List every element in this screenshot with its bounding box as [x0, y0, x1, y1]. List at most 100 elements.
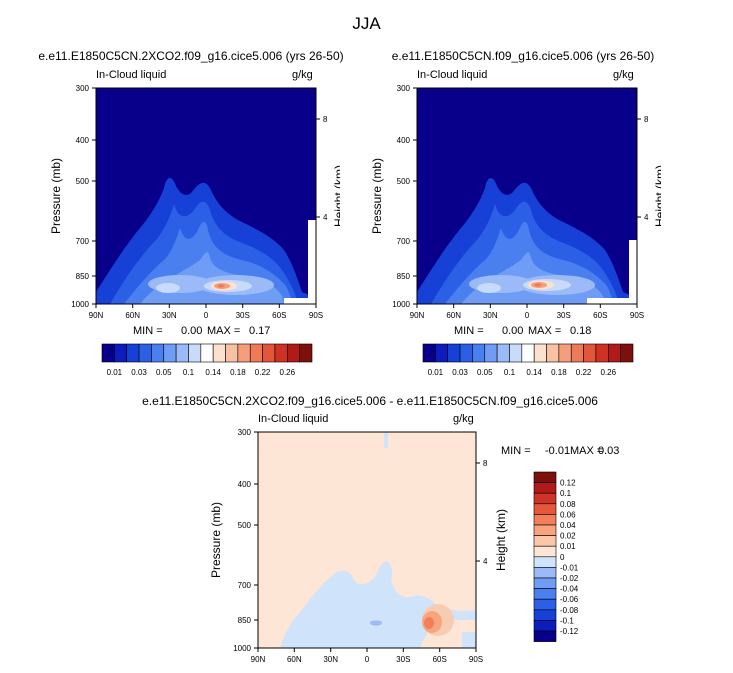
panel-left-axes: 90N 60N 30N 0 30S 60S 90S 1000 850 700 5…	[49, 84, 340, 320]
figure-title: JJA	[352, 14, 381, 33]
panel-diff-max-value: 0.03	[598, 445, 620, 457]
colorbar-swatch	[533, 556, 557, 568]
x-tick-label: 60S	[433, 655, 447, 664]
y-tick-label: 400	[76, 136, 90, 145]
colorbar-label: -0.01	[560, 563, 579, 572]
x-tick-label: 60N	[287, 655, 302, 664]
y-tick-label: 850	[238, 616, 252, 625]
colorbar-swatch	[546, 343, 560, 363]
panel-left-units: g/kg	[292, 69, 313, 81]
x-tick-label: 90N	[89, 311, 104, 320]
colorbar-label: 0.12	[560, 479, 576, 488]
x-tick-label: 60N	[446, 311, 461, 320]
y-tick-label: 300	[238, 428, 252, 437]
x-tick-label: 30S	[396, 655, 410, 664]
panel-diff-min-label: MIN =	[501, 445, 531, 457]
colorbar-swatch	[484, 343, 498, 363]
colorbar-swatch	[533, 535, 557, 547]
colorbar-swatch	[533, 598, 557, 611]
panel-diff-min-value: -0.01	[545, 445, 571, 457]
panel-left-field	[96, 88, 316, 304]
colorbar-label: -0.1	[560, 616, 574, 625]
y-tick-label: 1000	[392, 300, 410, 309]
y-tick-label: 300	[397, 84, 411, 93]
panel-left-max-label: MAX =	[207, 325, 241, 337]
colorbar-swatch	[472, 343, 486, 363]
y2-tick-label: 8	[644, 115, 649, 124]
x-tick-label: 30N	[483, 311, 498, 320]
colorbar-swatch	[200, 343, 214, 363]
colorbar-swatch	[533, 482, 557, 494]
panel-right-min-value: 0.00	[502, 325, 524, 337]
x-tick-label: 60N	[125, 311, 140, 320]
colorbar-swatch	[620, 343, 634, 363]
colorbar-label: 0.04	[560, 521, 576, 530]
y-tick-label: 850	[76, 272, 90, 281]
panel-right-units: g/kg	[613, 69, 634, 81]
colorbar-label: 0.26	[280, 368, 296, 377]
colorbar-label: 0.1	[560, 489, 572, 498]
panel-right-left-string: In-Cloud liquid	[417, 69, 488, 81]
panel-diff-left-string: In-Cloud liquid	[258, 413, 329, 425]
colorbar-label: 0.14	[205, 368, 221, 377]
colorbar-swatch	[533, 609, 557, 621]
colorbar-label: 0.01	[560, 542, 576, 551]
panel-left-min-value: 0.00	[181, 325, 203, 337]
panel-diff-colorbar: 0.120.1 0.080.06 0.04 0.020.01 0-0.01 -0.02 -0…	[533, 471, 579, 642]
panel-left-left-string: In-Cloud liquid	[96, 69, 167, 81]
colorbar-swatch	[212, 343, 226, 363]
y-tick-label: 300	[76, 84, 90, 93]
colorbar-swatch	[533, 630, 557, 642]
x-tick-label: 30S	[557, 311, 571, 320]
colorbar-swatch	[496, 343, 510, 363]
colorbar-swatch	[151, 343, 165, 363]
panel-right-field	[417, 88, 637, 304]
y-tick-label: 1000	[71, 300, 89, 309]
colorbar-swatch	[422, 343, 436, 363]
panel-diff-field	[258, 432, 476, 648]
y-tick-label: 700	[238, 581, 252, 590]
colorbar-swatch	[163, 343, 177, 363]
panel-right-colorbar: 0.01 0.03 0.05 0.1 0.14 0.18 0.22 0.26	[422, 343, 634, 377]
panel-right-title: e.e11.E1850C5CN.f09_g16.cice5.006 (yrs 2…	[391, 49, 655, 63]
colorbar-swatch	[138, 343, 152, 363]
colorbar-swatch	[558, 343, 572, 363]
colorbar-swatch	[570, 343, 584, 363]
y2-axis-title: Height (km)	[653, 165, 661, 227]
panel-right-min-label: MIN =	[454, 325, 484, 337]
colorbar-label: -0.06	[560, 595, 579, 604]
colorbar-label: 0.18	[230, 368, 246, 377]
x-tick-label: 30N	[323, 655, 338, 664]
colorbar-swatch	[299, 343, 313, 363]
colorbar-label: 0.18	[551, 368, 567, 377]
colorbar-swatch	[533, 343, 547, 363]
colorbar-label: 0.1	[504, 368, 516, 377]
colorbar-swatch	[533, 588, 557, 600]
colorbar-label: 0.22	[576, 368, 592, 377]
colorbar-swatch	[533, 471, 557, 483]
colorbar-swatch	[521, 343, 535, 363]
colorbar-label: 0.01	[428, 368, 444, 377]
colorbar-label: 0.02	[560, 532, 576, 541]
colorbar-swatch	[126, 343, 140, 363]
colorbar-swatch	[435, 343, 449, 363]
colorbar-swatch	[533, 620, 557, 632]
panel-diff-chart: 90N 60N 30N 0 30S 60S 90S 1000 850 700 5…	[209, 428, 508, 664]
colorbar-swatch	[533, 514, 557, 526]
colorbar-swatch	[225, 343, 239, 363]
panel-left-colorbar: 0.01 0.03 0.05 0.1 0.14 0.18 0.22 0.26	[101, 343, 313, 377]
colorbar-swatch	[286, 343, 300, 363]
colorbar-swatch	[114, 343, 128, 363]
x-tick-label: 30S	[236, 311, 250, 320]
colorbar-swatch	[447, 343, 461, 363]
y-tick-label: 850	[397, 272, 411, 281]
panel-diff-axes: 90N 60N 30N 0 30S 60S 90S 1000 850 700 5…	[209, 428, 508, 664]
panel-right-axes: 90N 60N 30N 0 30S 60S 90S 1000 850 700 5…	[370, 84, 661, 320]
colorbar-label: -0.12	[560, 627, 579, 636]
x-tick-label: 90N	[410, 311, 425, 320]
colorbar-swatch	[262, 343, 276, 363]
y2-tick-label: 8	[323, 115, 328, 124]
colorbar-label: -0.08	[560, 606, 579, 615]
colorbar-label: 0.06	[560, 510, 576, 519]
x-tick-label: 60S	[272, 311, 286, 320]
